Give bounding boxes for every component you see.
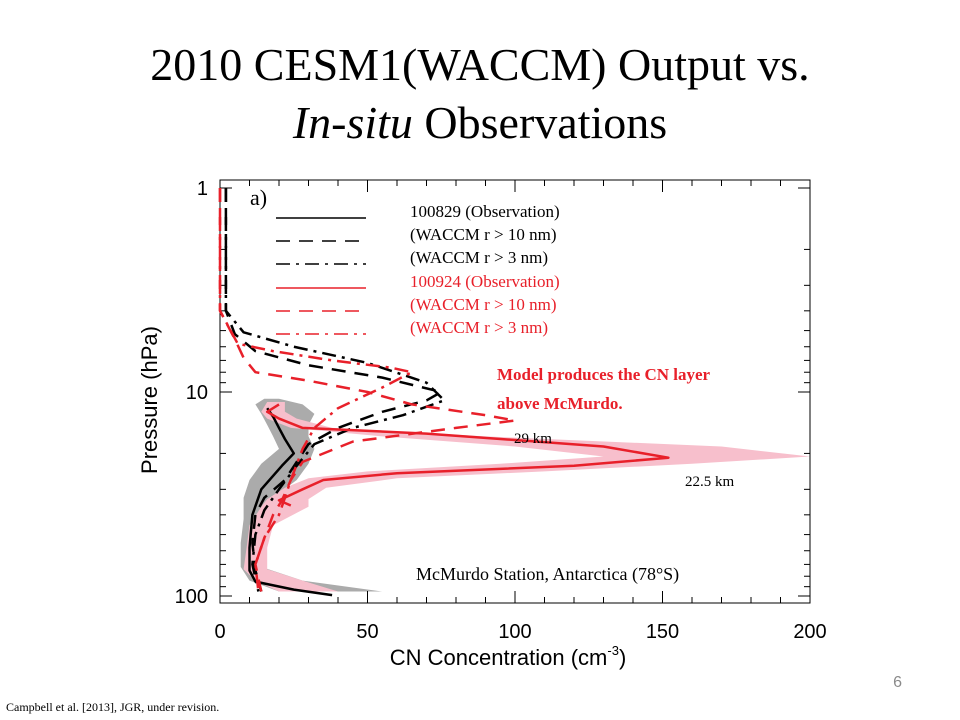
x-axis-label: CN Concentration (cm	[390, 645, 608, 670]
slide-title: 2010 CESM1(WACCM) Output vs. In-situ Obs…	[0, 36, 960, 152]
y-axis-title: Pressure (hPa)	[137, 326, 162, 474]
title-italic-term: In-situ	[292, 97, 413, 148]
annotation-29km: 29 km	[514, 431, 552, 447]
page-number: 6	[893, 674, 902, 691]
spread-bands	[240, 398, 811, 592]
data-series	[218, 188, 670, 597]
x-tick-labels: 0 50 100 150 200	[214, 621, 826, 643]
x-tick-label: 50	[356, 621, 378, 643]
legend-label: (WACCM r > 3 nm)	[410, 248, 548, 267]
x-axis-exponent: -3	[607, 643, 619, 658]
x-tick-label: 150	[646, 621, 679, 643]
series-line	[218, 188, 517, 592]
y-tick-label: 10	[186, 382, 208, 404]
annotation-22-5km: 22.5 km	[685, 474, 735, 490]
legend-label: (WACCM r > 10 nm)	[410, 295, 557, 314]
model-note-line-2: above McMurdo.	[497, 394, 623, 413]
model-note-line-1: Model produces the CN layer	[497, 365, 711, 384]
legend-label: (WACCM r > 3 nm)	[410, 318, 548, 337]
title-line-1: 2010 CESM1(WACCM) Output vs.	[150, 39, 810, 90]
panel-label: a)	[250, 185, 267, 210]
y-tick-label: 1	[197, 178, 208, 200]
series-line	[265, 403, 670, 507]
legend-label: 100924 (Observation)	[410, 272, 560, 291]
band-pink	[243, 402, 811, 592]
station-label: McMurdo Station, Antarctica (78°S)	[416, 564, 679, 585]
x-tick-label: 100	[498, 621, 531, 643]
x-axis-title: CN Concentration (cm-3)	[390, 643, 627, 670]
y-tick-label: 100	[175, 586, 208, 608]
x-tick-label: 0	[214, 621, 225, 643]
title-rest: Observations	[412, 97, 668, 148]
legend-label: (WACCM r > 10 nm)	[410, 225, 557, 244]
title-line-2: In-situ Observations	[0, 94, 960, 152]
citation: Campbell et al. [2013], JGR, under revis…	[6, 700, 220, 714]
x-tick-label: 200	[793, 621, 826, 643]
y-tick-labels: 1 10 100	[175, 178, 208, 608]
legend-label: 100829 (Observation)	[410, 202, 560, 221]
series-line	[224, 188, 446, 592]
legend: 100829 (Observation) (WACCM r > 10 nm) (WA…	[276, 202, 560, 337]
x-axis-close: )	[619, 645, 626, 670]
series-line	[218, 188, 414, 592]
series-line	[224, 188, 443, 592]
